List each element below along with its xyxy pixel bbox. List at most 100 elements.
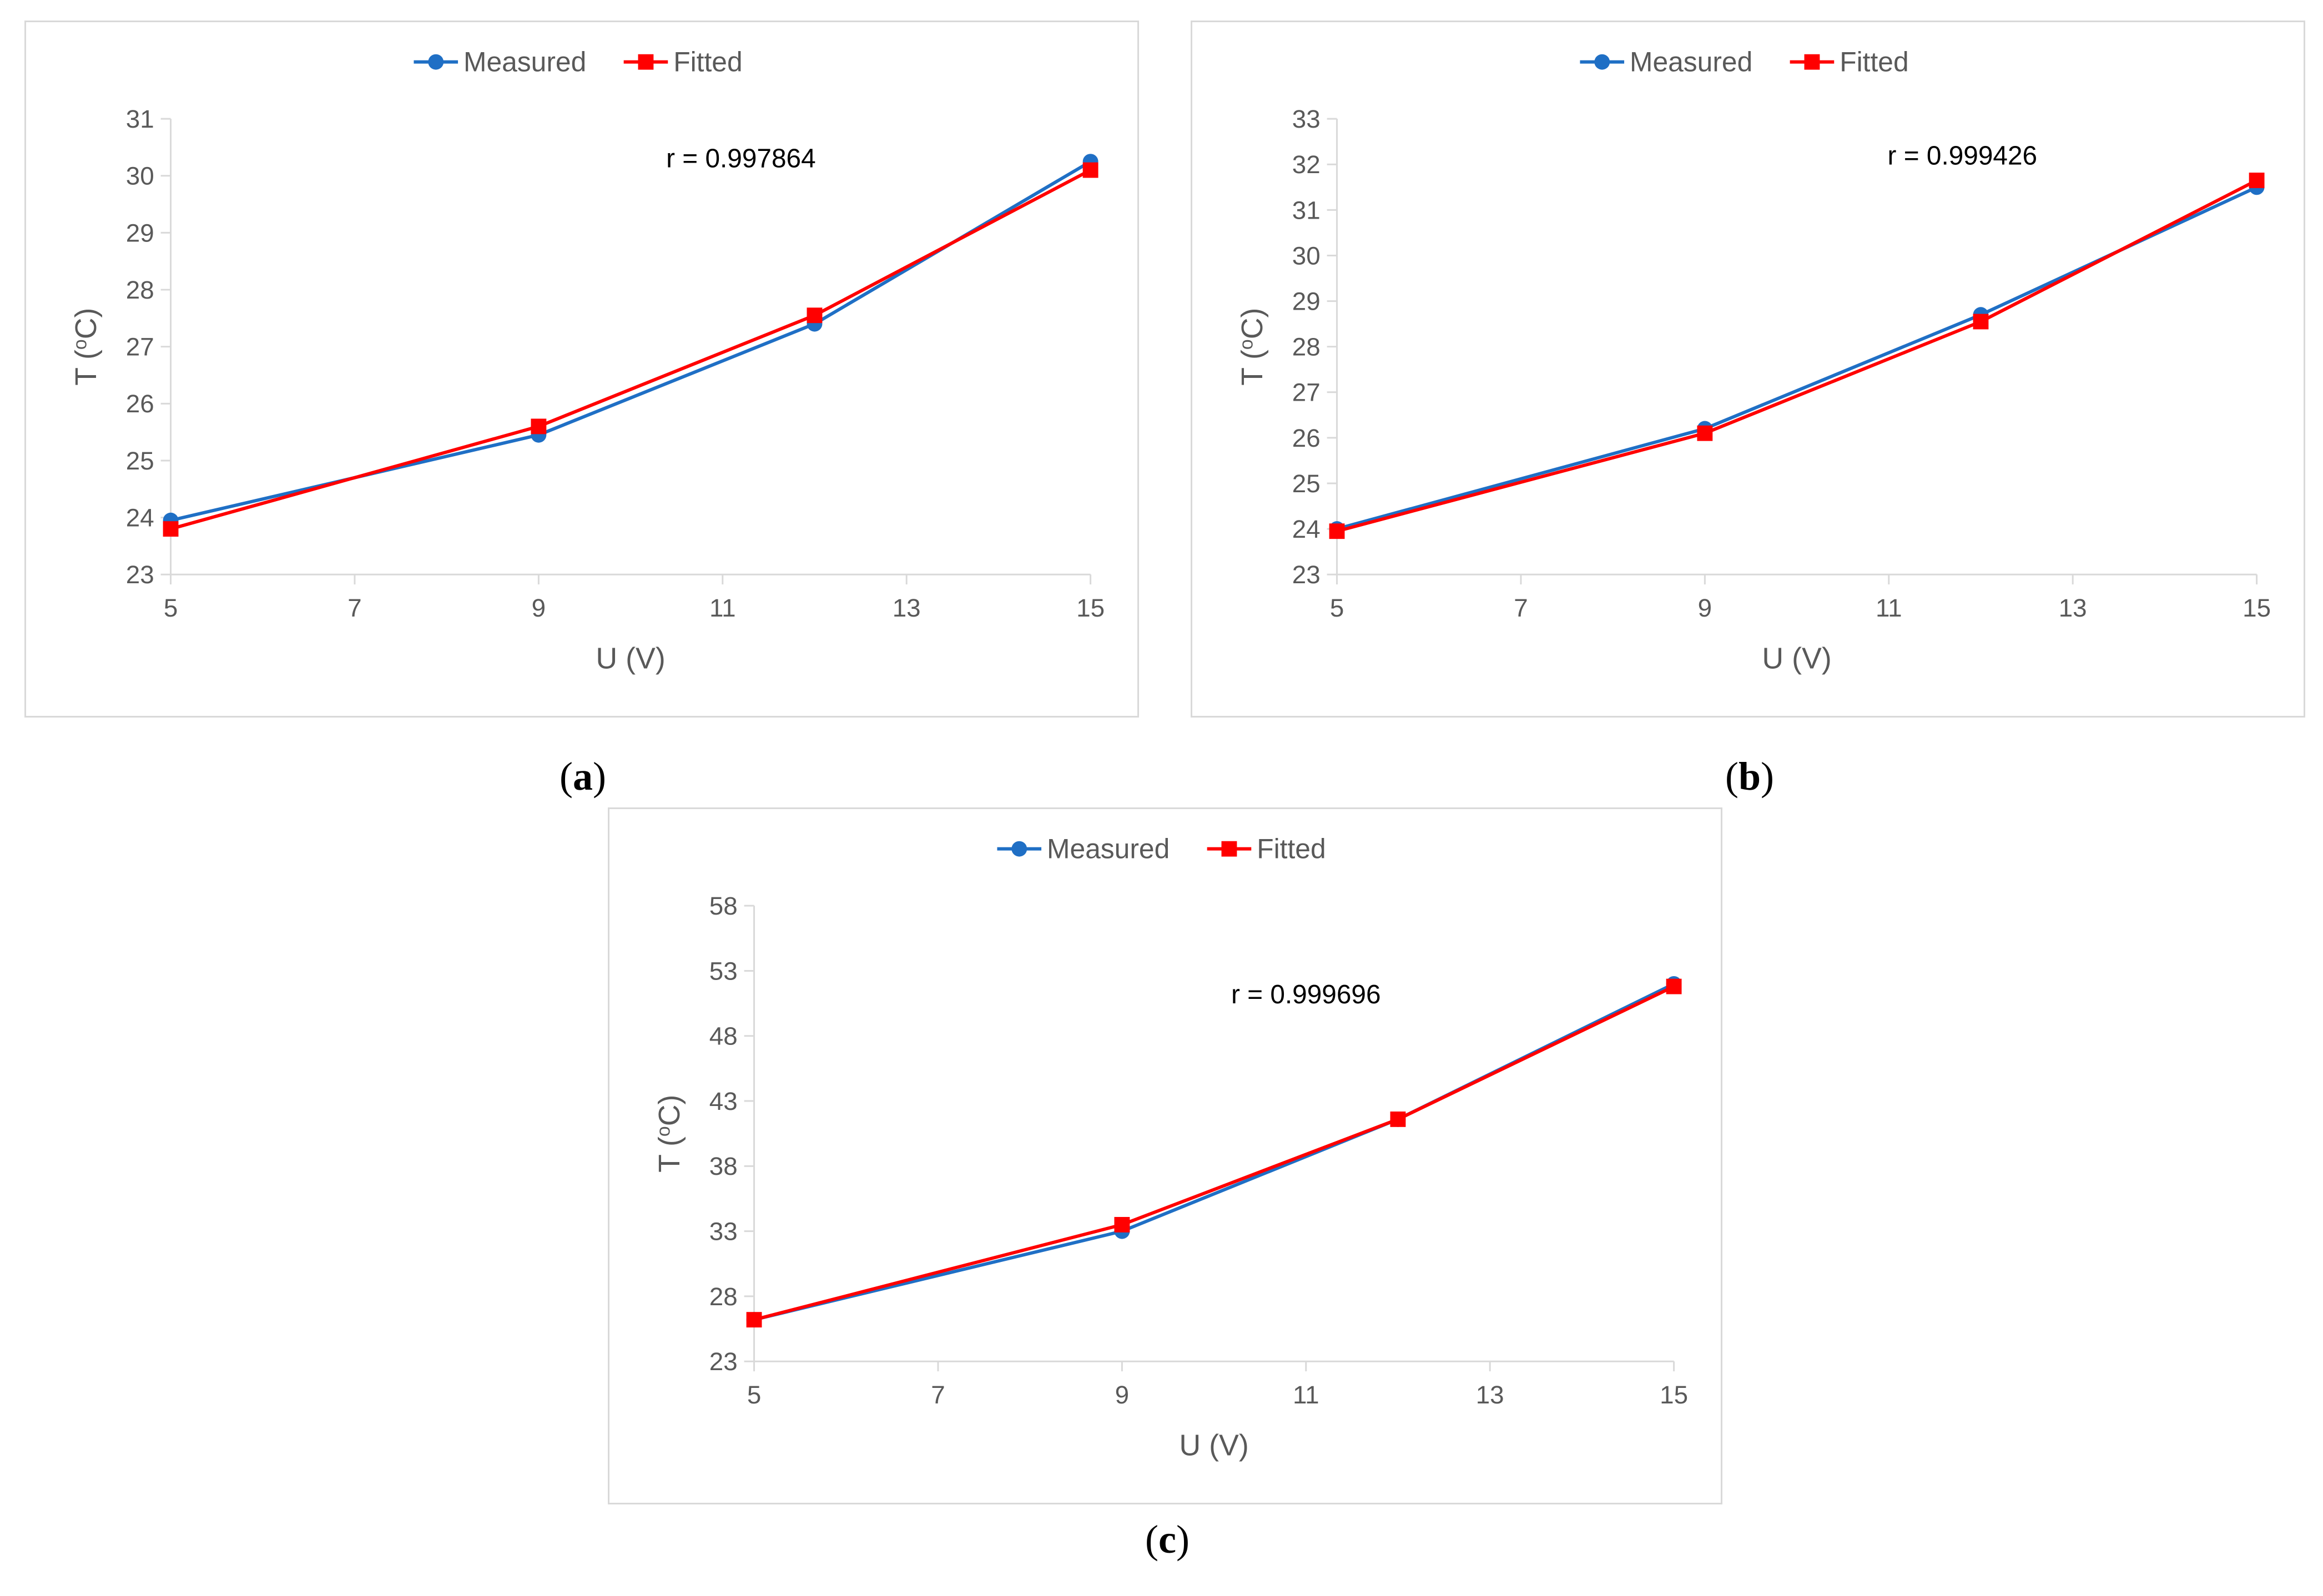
y-tick-label: 31 [126, 105, 154, 133]
y-tick-label: 25 [1292, 469, 1321, 498]
x-tick-label: 7 [931, 1381, 945, 1409]
y-axis-title-suffix: C) [653, 1095, 686, 1127]
fitted-point [1697, 425, 1713, 441]
y-tick-label: 23 [709, 1347, 738, 1376]
y-tick-label: 27 [126, 333, 154, 361]
x-tick-label: 15 [1076, 594, 1105, 622]
y-tick-label: 58 [709, 892, 738, 920]
y-tick-label: 23 [126, 560, 154, 589]
y-tick-label: 33 [1292, 105, 1321, 133]
y-tick-label: 31 [1292, 196, 1321, 224]
legend-measured-marker [428, 54, 444, 70]
y-tick-label: 33 [709, 1218, 738, 1246]
correlation-annotation: r = 0.999696 [1231, 980, 1381, 1009]
y-tick-label: 53 [709, 957, 738, 985]
chart-b: 23 24 25 26 27 28 29 30 31 32 33 5 7 9 11 13 15 U (V) T (o… [1236, 47, 2271, 675]
x-tick-label: 9 [1698, 594, 1712, 622]
legend-fitted-marker [1221, 841, 1237, 857]
fitted-series-line [1336, 179, 2258, 533]
fitted-point [531, 418, 547, 435]
x-tick-label: 5 [747, 1381, 761, 1409]
chart-panel-c: 23 28 33 38 43 48 53 58 5 7 9 11 13 15 U (V) T (oC) r = … [608, 807, 1722, 1504]
x-tick-label: 15 [1660, 1381, 1688, 1409]
x-tick-label: 11 [1293, 1381, 1319, 1409]
x-axis-title: U (V) [1179, 1428, 1248, 1462]
measured-series-line [170, 160, 1092, 522]
y-axis-title-prefix: T ( [653, 1137, 686, 1173]
x-tick-label: 11 [1876, 594, 1902, 622]
y-axis-title-degree: o [69, 339, 90, 350]
fitted-point [1390, 1111, 1406, 1127]
y-tick-label: 32 [1292, 150, 1321, 179]
fitted-point [1973, 314, 1989, 330]
panel-label-a: (a) [560, 754, 606, 799]
y-tick-label: 30 [126, 162, 154, 190]
y-tick-label: 48 [709, 1022, 738, 1050]
x-tick-label: 5 [1330, 594, 1344, 622]
fitted-series-line [753, 984, 1675, 1322]
panel-label-b: (b) [1725, 754, 1774, 799]
legend-measured-label: Measured [1630, 47, 1752, 78]
measured-series-line [1336, 185, 2258, 531]
legend-measured-label: Measured [1047, 834, 1170, 865]
y-tick-label: 24 [1292, 515, 1321, 543]
y-tick-label: 29 [1292, 287, 1321, 316]
y-axis-title-degree: o [653, 1126, 674, 1137]
x-tick-label: 9 [1115, 1381, 1129, 1409]
y-tick-label: 29 [126, 219, 154, 247]
chart-c: 23 28 33 38 43 48 53 58 5 7 9 11 13 15 U (V) T (oC) r = … [653, 834, 1688, 1462]
legend-fitted-marker [638, 54, 654, 70]
y-axis-title-suffix: C) [69, 308, 103, 340]
fitted-point [1329, 523, 1345, 539]
y-tick-label: 25 [126, 447, 154, 475]
y-axis-title: T (oC) [653, 1095, 686, 1173]
legend-measured-marker [1594, 54, 1610, 70]
x-tick-label: 15 [2243, 594, 2271, 622]
x-tick-label: 5 [164, 594, 178, 622]
fitted-point [807, 307, 823, 324]
correlation-annotation: r = 0.999426 [1888, 141, 2038, 170]
legend-measured-label: Measured [463, 47, 586, 78]
legend-fitted-label: Fitted [673, 47, 742, 78]
fitted-series-line [170, 168, 1091, 531]
y-axis-title: T (oC) [1236, 308, 1269, 386]
fitted-point [1114, 1216, 1130, 1233]
y-axis-title-prefix: T ( [69, 350, 103, 386]
y-tick-label: 43 [709, 1087, 738, 1115]
y-tick-label: 28 [1292, 333, 1321, 361]
y-axis-title-suffix: C) [1236, 308, 1269, 340]
chart-panel-a: 23 24 25 26 27 28 29 30 31 5 7 9 11 13 15 U (V) T (oC) r … [24, 21, 1139, 718]
x-tick-label: 7 [347, 594, 361, 622]
x-tick-label: 9 [532, 594, 546, 622]
fitted-point [1666, 978, 1682, 994]
y-tick-label: 28 [709, 1282, 738, 1311]
fitted-point [163, 521, 179, 537]
legend-measured-marker [1011, 841, 1027, 857]
y-axis-title-prefix: T ( [1236, 350, 1269, 386]
y-tick-label: 28 [126, 276, 154, 304]
y-axis-title: T (oC) [69, 308, 103, 386]
x-tick-label: 13 [893, 594, 921, 622]
legend-fitted-label: Fitted [1840, 47, 1908, 78]
y-axis-title-degree: o [1236, 339, 1257, 350]
legend-fitted-marker [1804, 54, 1820, 70]
chart-panel-b: 23 24 25 26 27 28 29 30 31 32 33 5 7 9 11 13 15 U (V) T (o… [1191, 21, 2305, 718]
y-tick-label: 23 [1292, 560, 1321, 589]
x-tick-label: 11 [709, 594, 736, 622]
x-axis-title: U (V) [596, 642, 665, 675]
y-tick-label: 26 [126, 390, 154, 418]
fitted-point [1082, 162, 1098, 178]
correlation-annotation: r = 0.997864 [666, 144, 816, 173]
y-tick-label: 24 [126, 504, 154, 532]
fitted-point [746, 1312, 762, 1328]
measured-series-line [753, 982, 1675, 1322]
y-tick-label: 30 [1292, 241, 1321, 270]
y-tick-label: 27 [1292, 378, 1321, 407]
x-axis-title: U (V) [1762, 642, 1831, 675]
x-tick-label: 13 [1476, 1381, 1504, 1409]
y-tick-label: 26 [1292, 424, 1321, 452]
panel-label-c: (c) [1145, 1517, 1190, 1562]
y-tick-label: 38 [709, 1152, 738, 1180]
chart-a: 23 24 25 26 27 28 29 30 31 5 7 9 11 13 15 U (V) T (oC) r … [69, 47, 1105, 675]
legend-fitted-label: Fitted [1257, 834, 1326, 865]
